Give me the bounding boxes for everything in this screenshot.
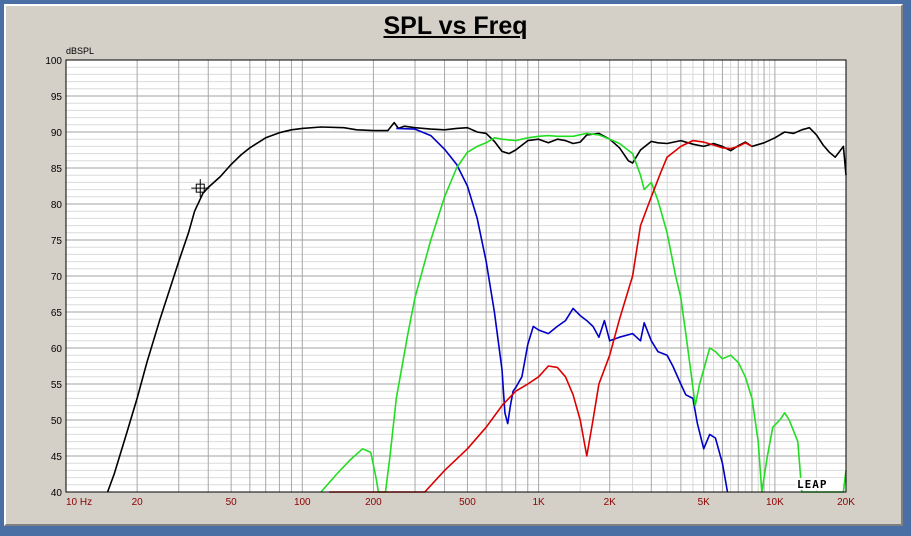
y-tick-label: 45 [51,452,63,463]
series-line-2 [396,127,729,493]
x-tick-label: 10 Hz [66,497,92,508]
x-tick-label: 1K [532,497,545,508]
chart-title: SPL vs Freq [383,12,528,40]
series-lines [106,121,847,493]
y-tick-label: 60 [51,344,63,355]
leap-logo-text: LEAP [797,478,828,491]
x-tick-label: 100 [294,497,311,508]
grid [65,59,847,493]
x-tick-label: 5K [698,497,711,508]
cursor-marker [191,179,210,198]
x-tick-label: 2K [604,497,617,508]
x-tick-label: 200 [365,497,382,508]
x-tick-label: 20K [837,497,855,508]
series-line-1 [106,121,847,493]
series-line-3 [320,132,847,493]
y-tick-label: 55 [51,380,63,391]
x-tick-label: 500 [459,497,476,508]
x-tick-label: 10K [766,497,784,508]
y-tick-label: 75 [51,236,63,247]
x-tick-label: 50 [226,497,238,508]
y-tick-label: 85 [51,164,63,175]
x-tick-label: 20 [132,497,144,508]
plot-border [65,59,847,493]
y-tick-label: 100 [45,56,62,67]
y-tick-label: 40 [51,488,63,499]
y-tick-label: 80 [51,200,63,211]
leap-logo: LEAP [796,478,842,491]
y-tick-label: 50 [51,416,63,427]
y-tick-label: 65 [51,308,63,319]
y-tick-label: 90 [51,128,63,139]
y-tick-label: 95 [51,92,63,103]
y-tick-label: 70 [51,272,63,283]
y-axis-label: dBSPL [66,46,94,56]
x-tick-labels: 10 Hz 20 50 100 200 500 1K 2K 5K 10K 20K [66,497,855,508]
y-tick-labels: 40 45 50 55 60 65 70 75 80 85 90 95 100 [45,56,62,499]
series-line-4 [329,139,753,493]
